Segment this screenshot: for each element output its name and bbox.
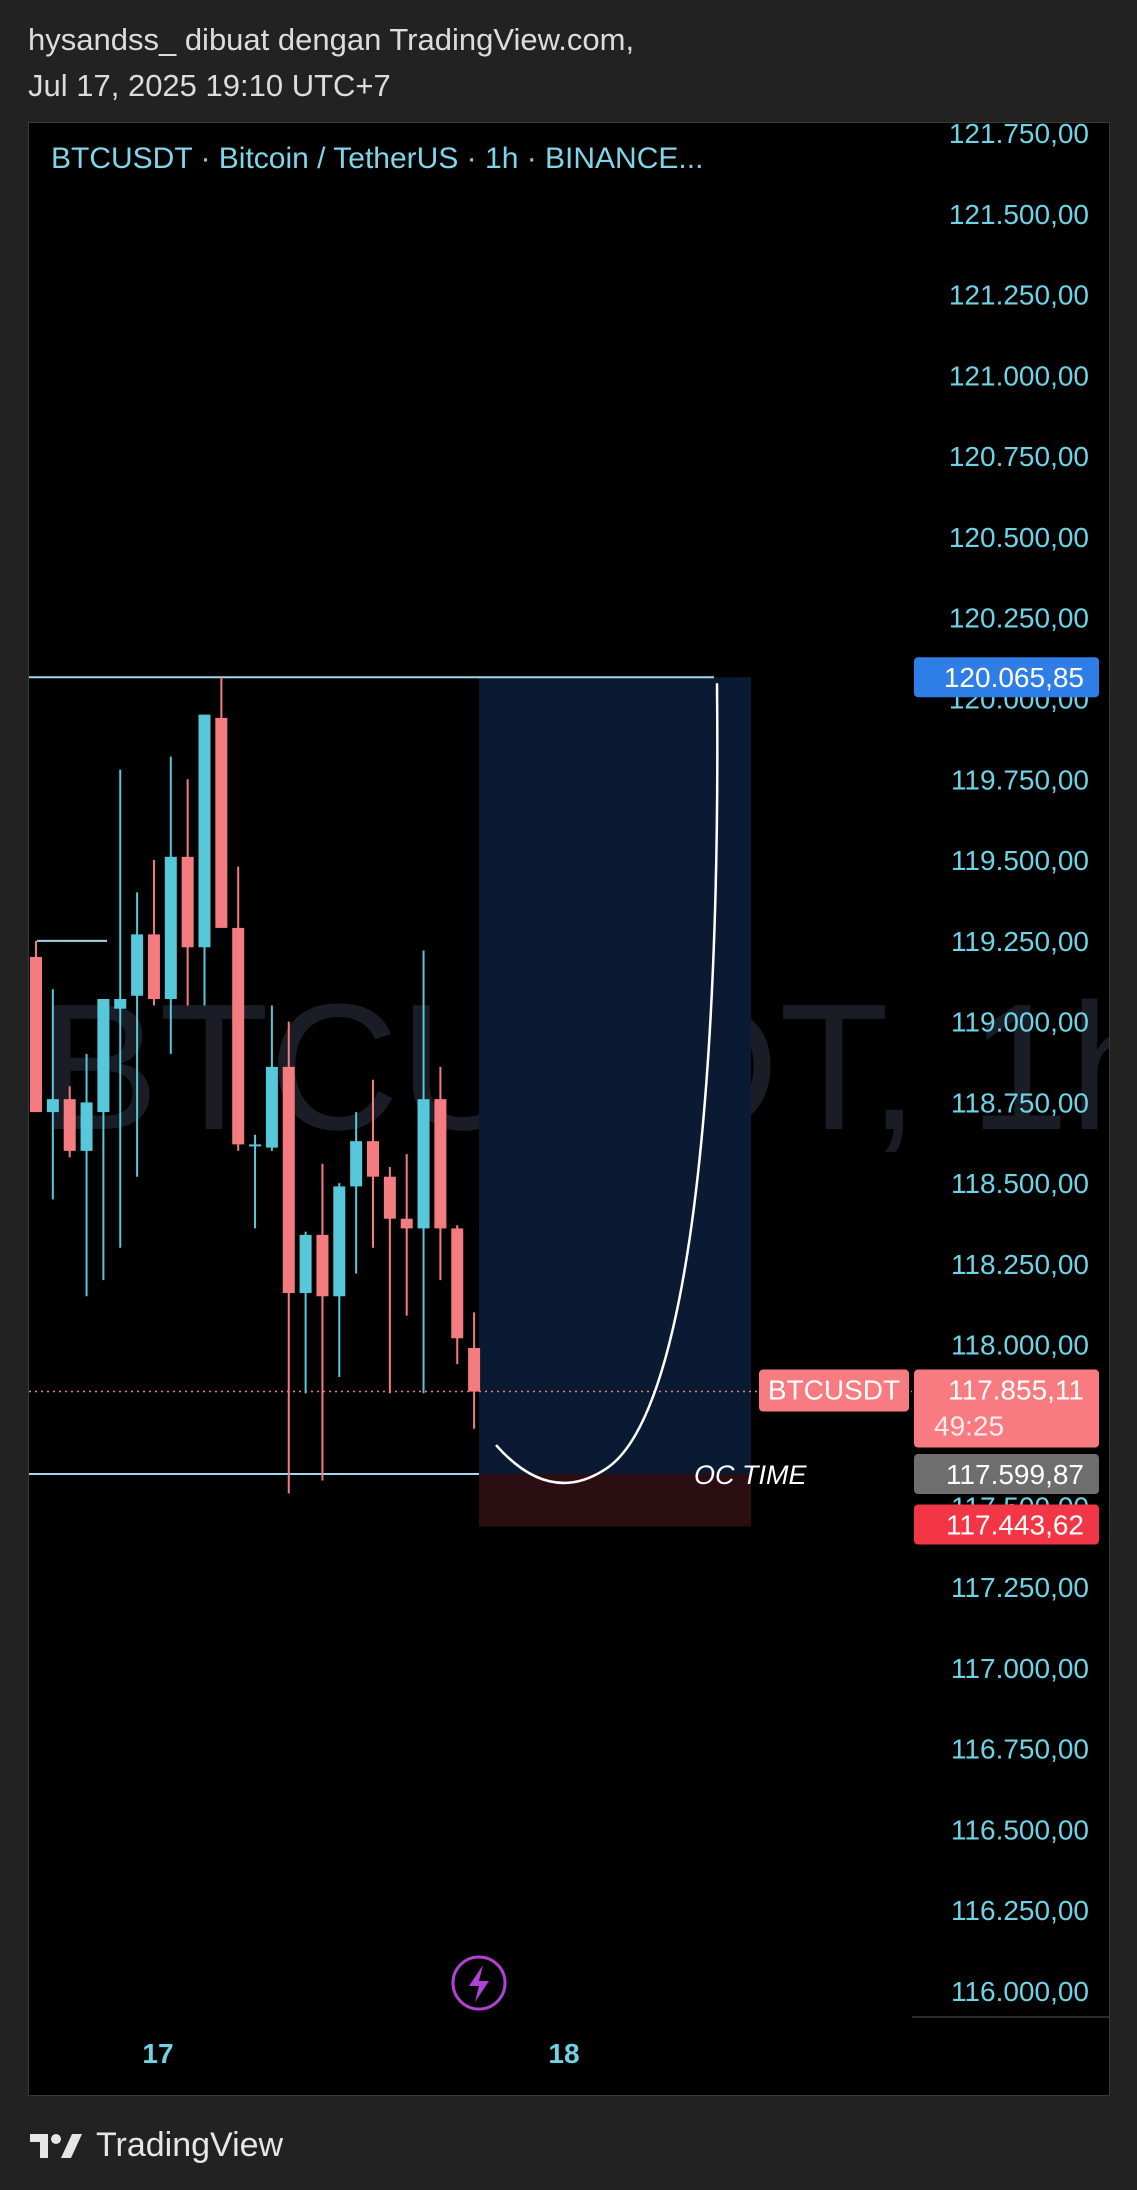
candle-body — [80, 1102, 93, 1151]
time-tick-label: 17 — [142, 2038, 173, 2069]
candle-body — [468, 1347, 481, 1392]
support-price-tag-bg — [914, 1454, 1099, 1495]
last-price-tag-text: 117.855,11 — [948, 1375, 1084, 1406]
candle-body — [181, 856, 194, 948]
price-tick-label: 118.750,00 — [951, 1087, 1089, 1118]
candle-body — [30, 956, 42, 1113]
price-tick-label: 116.500,00 — [951, 1814, 1089, 1845]
candle-body — [417, 1099, 430, 1229]
price-tick-label: 118.500,00 — [951, 1168, 1089, 1199]
countdown-text: 49:25 — [934, 1411, 1004, 1442]
candle-body — [350, 1141, 363, 1187]
symbol-tag-text: BTCUSDT — [768, 1375, 900, 1406]
price-tick-label: 120.750,00 — [949, 441, 1089, 472]
candle-body — [46, 1099, 59, 1113]
price-tick-label: 119.000,00 — [951, 1007, 1089, 1038]
price-tick-label: 119.500,00 — [951, 845, 1089, 876]
candle-body — [97, 998, 110, 1113]
price-tick-label: 121.250,00 — [949, 280, 1089, 311]
price-tick-label: 120.250,00 — [949, 603, 1089, 634]
stop-zone — [479, 1474, 751, 1527]
stop-price-tag-text: 117.443,62 — [946, 1510, 1084, 1541]
flash-icon-bolt — [469, 1965, 489, 2002]
price-tick-label: 121.500,00 — [949, 199, 1089, 230]
header-timestamp: Jul 17, 2025 19:10 UTC+7 — [28, 68, 391, 103]
footer-brand: TradingView — [28, 2120, 283, 2170]
flash-icon-ring — [451, 1955, 507, 2011]
candle-body — [147, 934, 160, 999]
candle-body — [164, 856, 177, 999]
candle-body — [198, 714, 211, 948]
candle-body — [400, 1218, 413, 1229]
header-author-line: hysandss_ dibuat dengan TradingView.com, — [28, 22, 635, 57]
price-tick-label: 119.250,00 — [951, 926, 1089, 957]
candle-body — [215, 717, 228, 928]
price-tick-label: 117.000,00 — [951, 1653, 1089, 1684]
price-tick-label: 121.750,00 — [949, 123, 1089, 149]
oc-time-annotation: OC TIME — [694, 1460, 807, 1490]
flash-icon — [451, 1955, 507, 2011]
candle-body — [451, 1228, 464, 1339]
candle-body — [63, 1099, 76, 1151]
price-tick-label: 116.750,00 — [951, 1734, 1089, 1765]
symbol-tag-bg — [759, 1369, 909, 1412]
last-price-tag-bg — [914, 1369, 1099, 1448]
price-tick-label: 118.250,00 — [951, 1249, 1089, 1280]
price-tick-label: 116.250,00 — [951, 1895, 1089, 1926]
price-tick-label: 116.000,00 — [951, 1976, 1089, 2007]
stop-price-tag-bg — [914, 1504, 1099, 1545]
chart-title: BTCUSDT · Bitcoin / TetherUS · 1h · BINA… — [51, 142, 703, 175]
candle-body — [282, 1066, 295, 1294]
price-tick-label: 119.750,00 — [951, 764, 1089, 795]
candle-body — [265, 1066, 278, 1148]
price-tick-label: 118.000,00 — [951, 1330, 1089, 1361]
target-zone — [479, 677, 751, 1475]
high-price-tag-bg — [914, 657, 1099, 698]
candle-body — [367, 1141, 379, 1177]
candle-body — [434, 1099, 447, 1229]
price-tick-label: 121.000,00 — [949, 360, 1089, 391]
time-tick-label: 18 — [548, 2038, 579, 2069]
support-price-tag-text: 117.599,87 — [946, 1459, 1084, 1490]
tradingview-logo-icon — [30, 2134, 82, 2158]
price-tick-label: 120.500,00 — [949, 522, 1089, 553]
footer-brand-name: TradingView — [96, 2125, 284, 2164]
candle-body — [383, 1176, 396, 1219]
candle-body — [232, 927, 245, 1145]
candle-body — [249, 1144, 262, 1147]
candle-body — [333, 1186, 346, 1297]
candle-body — [131, 934, 144, 996]
high-price-tag-text: 120.065,85 — [944, 662, 1084, 693]
candle-body — [114, 998, 127, 1009]
price-tick-label: 117.250,00 — [951, 1572, 1089, 1603]
projection-curve — [495, 683, 719, 1485]
candle-body — [316, 1234, 329, 1297]
candle-body — [299, 1234, 312, 1294]
